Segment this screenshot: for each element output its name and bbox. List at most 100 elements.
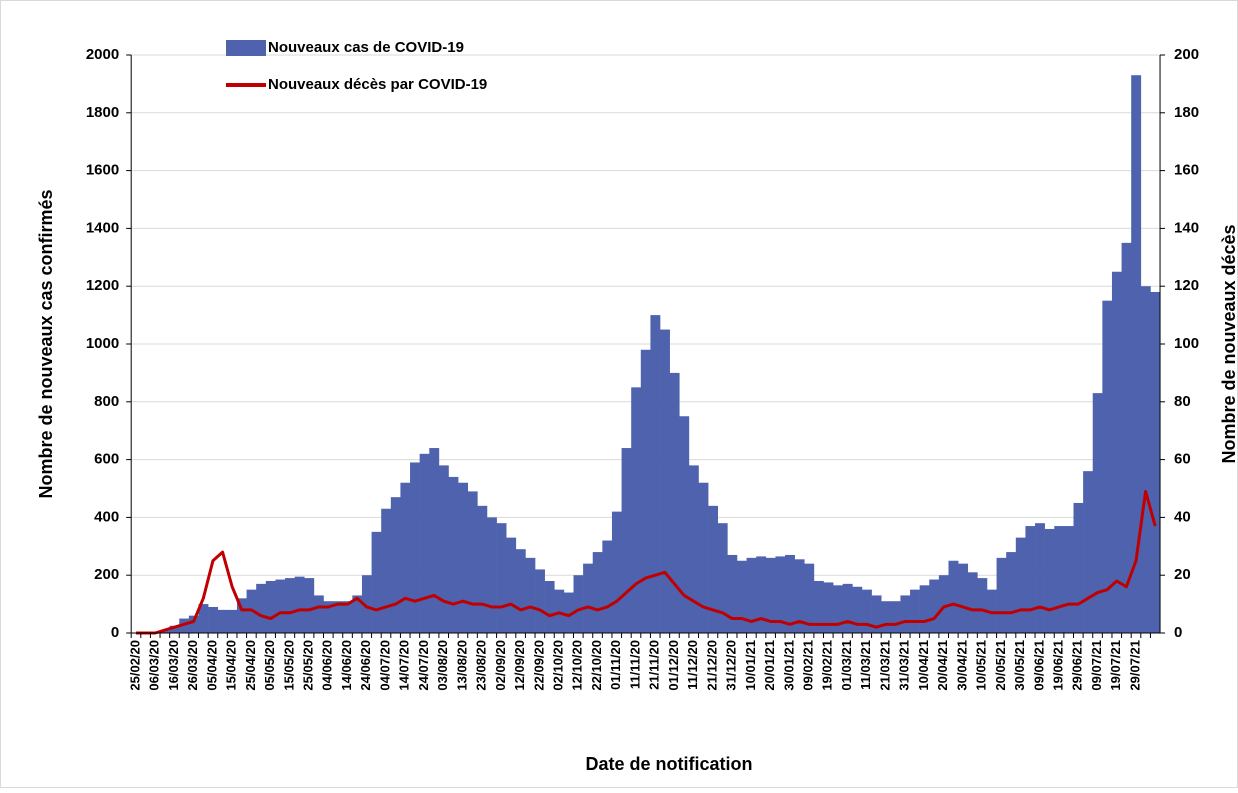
y2-tick-label: 120 bbox=[1174, 277, 1199, 294]
bar bbox=[371, 531, 382, 633]
bar bbox=[1140, 286, 1151, 633]
x-tick-label: 09/02/21 bbox=[801, 640, 816, 691]
bar bbox=[458, 482, 469, 633]
y-tick-label: 1000 bbox=[86, 335, 119, 352]
y2-tick-label: 100 bbox=[1174, 335, 1199, 352]
x-tick-label: 21/03/21 bbox=[877, 640, 892, 691]
x-axis-title: Date de notification bbox=[585, 754, 752, 774]
bar bbox=[679, 416, 690, 633]
bar bbox=[1025, 526, 1036, 633]
bar bbox=[333, 601, 344, 633]
bar bbox=[602, 540, 613, 633]
bar bbox=[794, 559, 805, 633]
bar bbox=[1121, 242, 1132, 633]
bar bbox=[342, 601, 353, 633]
y2-tick-label: 200 bbox=[1174, 46, 1199, 63]
bar bbox=[890, 601, 901, 633]
bar bbox=[496, 523, 507, 633]
x-tick-label: 01/12/20 bbox=[666, 640, 681, 691]
y-tick-label: 2000 bbox=[86, 46, 119, 63]
bar bbox=[1006, 552, 1017, 633]
y-tick-label: 600 bbox=[94, 451, 119, 468]
y-tick-label: 1600 bbox=[86, 162, 119, 179]
y2-tick-label: 60 bbox=[1174, 451, 1191, 468]
bar bbox=[361, 575, 372, 633]
bar bbox=[323, 601, 334, 633]
bar bbox=[227, 609, 238, 633]
legend-label: Nouveaux décès par COVID-19 bbox=[268, 76, 487, 93]
x-tick-label: 31/03/21 bbox=[897, 640, 912, 691]
x-tick-label: 29/07/21 bbox=[1127, 640, 1142, 691]
bar bbox=[486, 517, 497, 633]
x-tick-label: 13/08/20 bbox=[454, 640, 469, 691]
bar bbox=[900, 595, 911, 633]
x-tick-label: 15/05/20 bbox=[281, 640, 296, 691]
bar bbox=[631, 387, 642, 633]
bar bbox=[996, 557, 1007, 633]
x-tick-label: 20/01/21 bbox=[762, 640, 777, 691]
bar bbox=[188, 615, 199, 633]
bar bbox=[1073, 502, 1084, 633]
bar bbox=[208, 606, 219, 633]
x-tick-label: 01/03/21 bbox=[839, 640, 854, 691]
bar bbox=[967, 572, 978, 633]
x-tick-label: 03/08/20 bbox=[435, 640, 450, 691]
x-tick-label: 29/06/21 bbox=[1070, 640, 1085, 691]
y2-tick-label: 0 bbox=[1174, 624, 1182, 641]
bar bbox=[823, 582, 834, 633]
bar bbox=[708, 505, 719, 633]
x-tick-label: 24/07/20 bbox=[416, 640, 431, 691]
bar bbox=[592, 552, 603, 633]
x-tick-label: 05/04/20 bbox=[204, 640, 219, 691]
x-tick-label: 10/04/21 bbox=[916, 640, 931, 691]
bar bbox=[717, 523, 728, 633]
bar bbox=[419, 453, 430, 633]
x-tick-label: 01/11/20 bbox=[608, 640, 623, 690]
bar bbox=[948, 560, 959, 633]
bar bbox=[746, 557, 757, 633]
x-tick-label: 04/07/20 bbox=[377, 640, 392, 691]
x-tick-label: 05/05/20 bbox=[262, 640, 277, 691]
x-tick-label: 09/06/21 bbox=[1031, 640, 1046, 691]
y-axis-title: Nombre de nouveaux cas confirmés bbox=[36, 189, 56, 498]
y2-tick-label: 140 bbox=[1174, 219, 1199, 236]
bar bbox=[438, 465, 449, 633]
y2-tick-label: 20 bbox=[1174, 566, 1191, 583]
bar bbox=[813, 580, 824, 633]
x-tick-label: 11/12/20 bbox=[685, 640, 700, 690]
x-tick-label: 24/06/20 bbox=[358, 640, 373, 691]
bar bbox=[910, 589, 920, 633]
x-tick-label: 20/04/21 bbox=[935, 640, 950, 691]
x-tick-label: 26/03/20 bbox=[185, 640, 200, 691]
bar bbox=[842, 583, 853, 633]
bar bbox=[236, 598, 247, 633]
x-tick-label: 21/11/20 bbox=[647, 640, 662, 690]
x-tick-label: 14/07/20 bbox=[397, 640, 412, 691]
x-tick-label: 23/08/20 bbox=[474, 640, 489, 691]
bar bbox=[583, 563, 594, 633]
bar bbox=[775, 556, 786, 633]
bar bbox=[1092, 393, 1103, 633]
bar bbox=[861, 589, 872, 633]
bar bbox=[669, 372, 680, 633]
x-tick-label: 16/03/20 bbox=[166, 640, 181, 691]
x-tick-label: 30/05/21 bbox=[1012, 640, 1027, 691]
x-tick-label: 22/09/20 bbox=[531, 640, 546, 691]
y-tick-label: 1800 bbox=[86, 104, 119, 121]
x-tick-label: 20/05/21 bbox=[993, 640, 1008, 691]
bar bbox=[515, 549, 526, 633]
bar bbox=[1111, 271, 1122, 633]
x-tick-label: 19/07/21 bbox=[1108, 640, 1123, 691]
x-tick-label: 11/11/20 bbox=[627, 640, 642, 689]
bar bbox=[294, 576, 305, 633]
bar bbox=[929, 579, 940, 633]
legend-label: Nouveaux cas de COVID-19 bbox=[268, 39, 464, 56]
bar bbox=[1035, 523, 1045, 633]
x-tick-label: 31/12/20 bbox=[724, 640, 739, 691]
x-tick-label: 10/01/21 bbox=[743, 640, 758, 691]
bar bbox=[410, 462, 420, 633]
x-tick-label: 06/03/20 bbox=[147, 640, 162, 691]
bar bbox=[313, 595, 324, 633]
bar bbox=[871, 595, 882, 633]
